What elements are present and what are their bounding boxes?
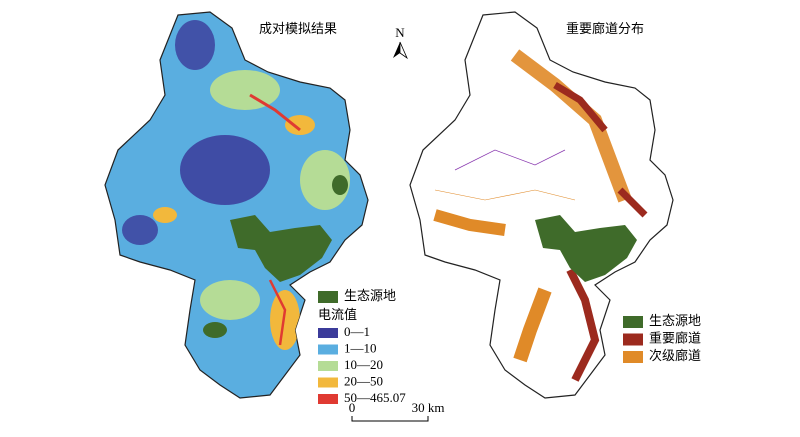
map-title: 成对模拟结果 — [259, 21, 337, 36]
north-arrow — [399, 41, 408, 60]
corridor-map — [409, 11, 674, 399]
legend-label: 50—465.07 — [344, 390, 406, 405]
legend-swatch — [623, 351, 643, 363]
legend-label: 0—1 — [344, 324, 370, 339]
legend-swatch — [318, 361, 338, 371]
legend-swatch — [623, 316, 643, 328]
legend-label: 1—10 — [344, 340, 377, 355]
legend-label: 10—20 — [344, 357, 383, 372]
legend-swatch — [318, 344, 338, 355]
legend-swatch — [318, 291, 338, 303]
legend-swatch — [318, 377, 338, 388]
legend-swatch — [623, 333, 643, 346]
legend-label: 生态源地 — [649, 313, 701, 328]
legend-label: 20—50 — [344, 373, 383, 388]
legend-swatch — [318, 394, 338, 404]
north-arrow — [393, 42, 400, 58]
current-map — [104, 11, 369, 399]
legend-label: 次级廊道 — [649, 348, 701, 363]
legend-label: 生态源地 — [344, 288, 396, 303]
map-title: 重要廊道分布 — [566, 21, 644, 36]
legend-swatch — [318, 328, 338, 338]
north-label: N — [395, 25, 405, 40]
legend-heading: 电流值 — [318, 307, 357, 322]
legend-label: 重要廊道 — [649, 330, 701, 345]
scale-bar: 0 30 km — [349, 400, 445, 422]
scale-label: 30 km — [412, 400, 445, 415]
scale-label: 0 — [349, 400, 356, 415]
